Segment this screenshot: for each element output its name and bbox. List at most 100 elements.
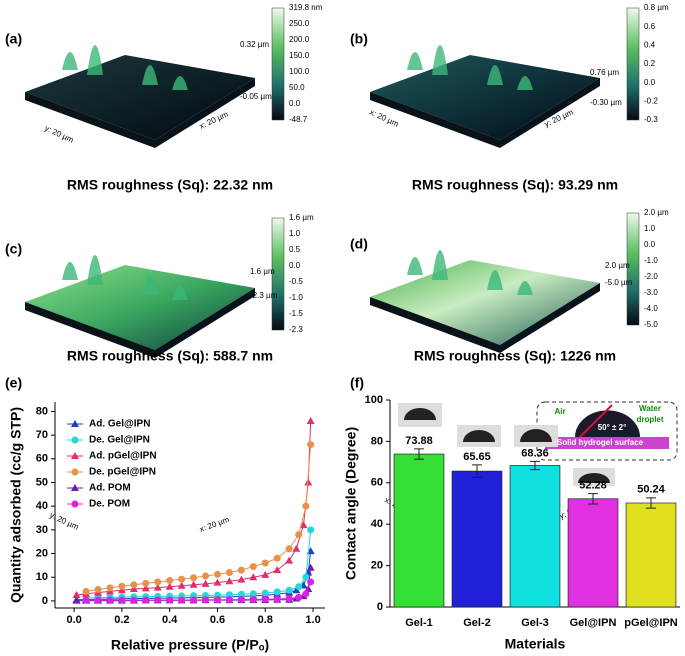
marker <box>249 590 257 598</box>
afm-side <box>155 78 255 148</box>
x-tick-label: 0.6 <box>210 614 225 626</box>
x-tick-label: 1.0 <box>305 614 320 626</box>
colorbar-tick-label: 1.0 <box>289 229 301 238</box>
marker <box>213 596 221 604</box>
colorbar <box>626 7 640 121</box>
height-label: 1.6 µm <box>250 267 275 276</box>
marker <box>249 595 257 603</box>
marker <box>165 582 174 590</box>
afm-peak <box>172 286 188 300</box>
x-tick-label: Gel@IPN <box>570 617 617 629</box>
x-axis-label: Relative pressure (P/Pₒ) <box>111 637 269 653</box>
colorbar-tick-label: 0.0 <box>644 240 656 249</box>
marker <box>302 502 310 510</box>
y-tick-label: 50 <box>36 476 48 488</box>
x-tick-label: Gel-2 <box>463 617 491 629</box>
bar <box>625 502 677 608</box>
y-axis-label: Contact angle (Degree) <box>343 427 359 580</box>
colorbar <box>271 217 285 331</box>
colorbar-tick-label: 0.8 µm <box>644 3 669 12</box>
marker <box>94 596 102 604</box>
marker <box>285 586 293 594</box>
marker <box>307 441 315 449</box>
marker <box>189 580 198 588</box>
colorbar-tick-label: 250.0 <box>289 19 310 28</box>
marker <box>177 581 186 589</box>
afm-peak <box>87 255 103 285</box>
marker <box>304 478 313 486</box>
x-tick-label: 0.0 <box>66 614 81 626</box>
colorbar-tick-label: -2.3 <box>289 325 303 334</box>
annotation: 50° ± 2° <box>598 423 627 432</box>
marker <box>130 581 138 589</box>
y-tick-label: 20 <box>371 560 383 572</box>
afm-side <box>25 302 155 358</box>
colorbar-tick-label: -2.0 <box>644 272 658 281</box>
afm-peak <box>517 76 533 90</box>
colorbar-tick-label: 319.8 nm <box>289 3 323 12</box>
axis-label: x: 20 µm <box>198 515 230 534</box>
inset-tangent <box>579 404 613 438</box>
afm-peak <box>62 52 78 70</box>
marker <box>72 596 81 604</box>
marker <box>202 596 210 604</box>
marker <box>249 563 257 571</box>
marker <box>285 545 293 553</box>
legend-label: Ad. POM <box>89 483 131 494</box>
marker <box>307 526 315 534</box>
bar <box>451 470 503 608</box>
colorbar-tick-label: 0.6 <box>644 22 656 31</box>
colorbar-tick-label: 200.0 <box>289 35 310 44</box>
marker <box>118 582 126 590</box>
inset-droplet <box>575 410 640 437</box>
marker <box>71 484 79 491</box>
marker <box>306 416 315 424</box>
colorbar-tick-label: 0.0 <box>289 99 301 108</box>
colorbar-tick-label: 50.0 <box>289 83 305 92</box>
value-label: 65.65 <box>463 451 491 463</box>
marker <box>142 579 150 587</box>
x-axis-label: Materials <box>505 636 566 652</box>
y-tick-label: 10 <box>36 571 48 583</box>
afm-side <box>155 288 255 358</box>
error-bar <box>588 493 598 505</box>
afm-peak <box>172 76 188 90</box>
y-tick-label: 40 <box>36 500 48 512</box>
legend-label: Ad. Gel@IPN <box>89 419 150 430</box>
marker <box>292 586 301 594</box>
marker <box>237 566 245 574</box>
afm-peak <box>142 275 158 295</box>
colorbar-tick-label: -0.5 <box>289 277 303 286</box>
marker <box>292 544 301 552</box>
marker <box>299 521 308 529</box>
bar <box>509 465 561 608</box>
marker <box>190 574 198 582</box>
marker <box>307 578 315 586</box>
annotation: Air <box>554 407 565 416</box>
y-axis-label: Quantity adsorbed (cc/g STP) <box>8 407 24 603</box>
colorbar <box>626 212 640 326</box>
panel-label: (d) <box>350 236 368 252</box>
x-tick-label: Gel-1 <box>405 617 433 629</box>
colorbar-tick-label: -48.7 <box>289 115 308 124</box>
marker <box>82 596 90 604</box>
caption: RMS roughness (Sq): 22.32 nm <box>67 177 273 193</box>
marker <box>261 589 269 597</box>
marker <box>273 588 281 596</box>
marker <box>261 595 269 603</box>
panel-label: (f) <box>350 375 364 391</box>
marker <box>94 586 102 594</box>
annotation: Water <box>639 404 661 413</box>
afm-side <box>500 283 600 353</box>
colorbar-tick-label: -1.0 <box>289 293 303 302</box>
x-tick-label: pGel@IPN <box>624 617 678 629</box>
colorbar-tick-label: 0.0 <box>289 261 301 270</box>
legend-label: De. POM <box>89 499 130 510</box>
annotation: Solid hydrogel surface <box>557 438 644 447</box>
x-tick-label: Gel-3 <box>521 617 549 629</box>
afm-peak <box>407 52 423 70</box>
marker <box>306 563 315 571</box>
x-tick-label: 0.4 <box>162 614 178 626</box>
afm-side <box>370 92 500 148</box>
marker <box>72 590 81 598</box>
